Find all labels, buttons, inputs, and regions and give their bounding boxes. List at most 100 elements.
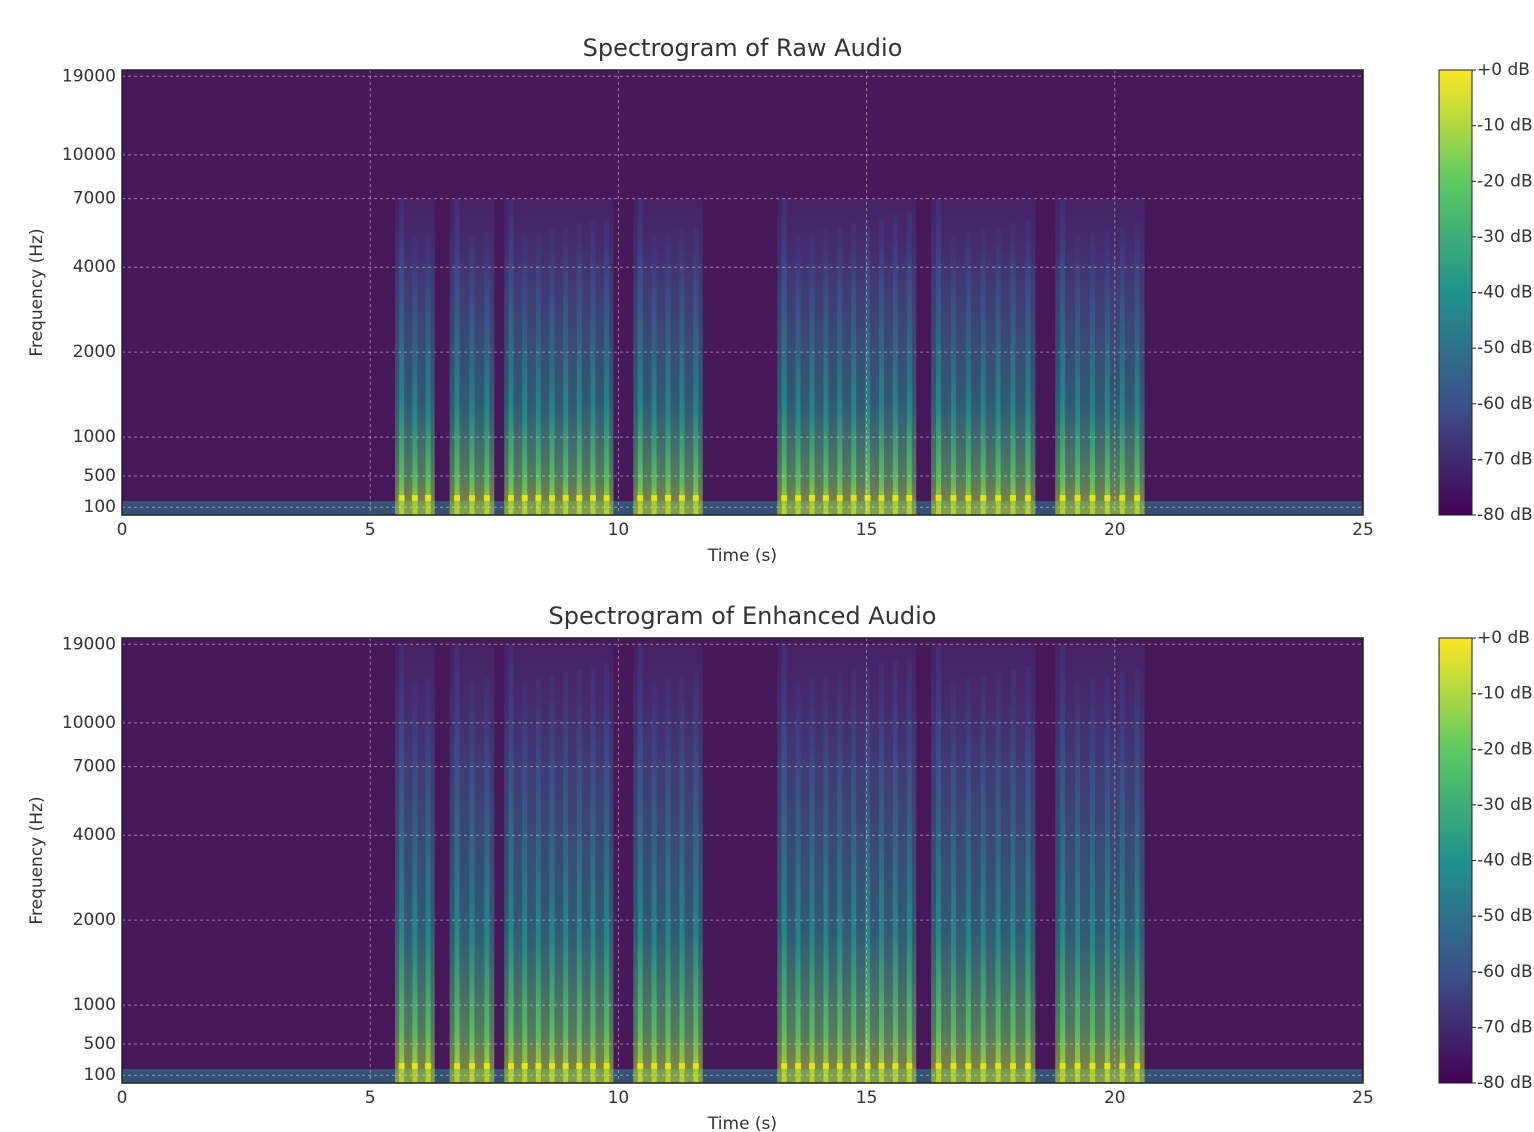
harmonic	[965, 1063, 971, 1069]
x-tick-label: 10	[608, 520, 630, 540]
harmonic	[665, 1063, 671, 1069]
striation	[455, 644, 460, 1083]
striation	[879, 663, 884, 1083]
harmonic	[980, 1063, 986, 1069]
x-tick-label: 20	[1104, 520, 1126, 540]
colorbar-tick-label: -70 dB	[1477, 1017, 1533, 1037]
striation	[484, 678, 489, 1083]
striation	[865, 221, 870, 515]
harmonic	[1119, 495, 1125, 501]
noise-band	[122, 501, 1363, 515]
harmonic	[1075, 495, 1081, 501]
harmonic	[637, 495, 643, 501]
harmonic	[484, 1063, 490, 1069]
colorbar-tick-label: -40 dB	[1477, 851, 1533, 871]
harmonic	[965, 495, 971, 501]
harmonic	[508, 495, 514, 501]
striation	[837, 227, 842, 515]
y-tick-label: 7000	[73, 757, 116, 777]
striation	[851, 669, 856, 1083]
striation	[796, 236, 801, 515]
striation	[550, 675, 555, 1083]
harmonic	[995, 495, 1001, 501]
harmonic	[851, 495, 857, 501]
harmonic	[412, 1063, 418, 1069]
striation	[782, 199, 787, 515]
striation	[469, 236, 474, 515]
x-tick-label: 5	[365, 520, 376, 540]
harmonic	[590, 1063, 596, 1069]
harmonic	[576, 1063, 582, 1069]
harmonic	[679, 1063, 685, 1069]
harmonic	[1025, 495, 1031, 501]
harmonic	[823, 495, 829, 501]
striation	[1105, 675, 1110, 1083]
striation	[893, 215, 898, 515]
harmonic	[576, 495, 582, 501]
harmonic	[469, 495, 475, 501]
harmonic	[823, 1063, 829, 1069]
harmonic	[679, 495, 685, 501]
harmonic	[1104, 495, 1110, 501]
striation	[412, 681, 417, 1083]
striation	[951, 236, 956, 515]
x-tick-label: 0	[117, 1088, 128, 1108]
x-axis-label: Time (s)	[707, 546, 777, 566]
harmonic	[604, 1063, 610, 1069]
striation	[577, 669, 582, 1083]
colorbar-tick-label: +0 dB	[1477, 60, 1530, 80]
striation	[536, 678, 541, 1083]
striation	[879, 218, 884, 515]
colorbar-tick-label: -40 dB	[1477, 283, 1533, 303]
y-tick-label: 2000	[73, 910, 116, 930]
colorbar	[1439, 638, 1472, 1083]
harmonic	[1134, 495, 1140, 501]
striation	[966, 678, 971, 1083]
colorbar-tick-label: -20 dB	[1477, 739, 1533, 759]
harmonic	[1089, 1063, 1095, 1069]
striation	[399, 644, 404, 1083]
colorbar-tick-label: -10 dB	[1477, 116, 1533, 136]
colorbar-tick-label: -60 dB	[1477, 394, 1533, 414]
colorbar-tick-label: -80 dB	[1477, 505, 1533, 525]
colorbar	[1439, 70, 1472, 515]
striation	[590, 221, 595, 515]
y-tick-label: 19000	[62, 66, 116, 86]
y-tick-label: 7000	[73, 189, 116, 209]
harmonic	[936, 1063, 942, 1069]
striation	[693, 672, 698, 1083]
harmonic	[1134, 1063, 1140, 1069]
striation	[936, 199, 941, 515]
y-tick-label: 100	[84, 1065, 116, 1085]
harmonic	[795, 495, 801, 501]
striation	[399, 199, 404, 515]
y-axis-label: Frequency (Hz)	[27, 228, 47, 356]
harmonic	[604, 495, 610, 501]
striation	[550, 230, 555, 515]
striation	[469, 681, 474, 1083]
harmonic	[1075, 1063, 1081, 1069]
striation	[693, 227, 698, 515]
x-tick-label: 15	[856, 1088, 878, 1108]
striation	[679, 675, 684, 1083]
striation	[638, 644, 643, 1083]
striation	[1060, 199, 1065, 515]
harmonic	[906, 495, 912, 501]
striation	[412, 236, 417, 515]
harmonic	[878, 1063, 884, 1069]
harmonic	[454, 495, 460, 501]
harmonic	[936, 495, 942, 501]
plot-area	[122, 70, 1363, 515]
harmonic	[809, 495, 815, 501]
striation	[536, 233, 541, 515]
harmonic	[563, 1063, 569, 1069]
striation	[1075, 681, 1080, 1083]
striation	[837, 672, 842, 1083]
striation	[563, 672, 568, 1083]
speech-segment	[504, 644, 613, 1083]
y-tick-label: 10000	[62, 713, 116, 733]
x-tick-label: 10	[608, 1088, 630, 1108]
y-tick-label: 1000	[73, 995, 116, 1015]
striation	[907, 657, 912, 1083]
striation	[823, 230, 828, 515]
